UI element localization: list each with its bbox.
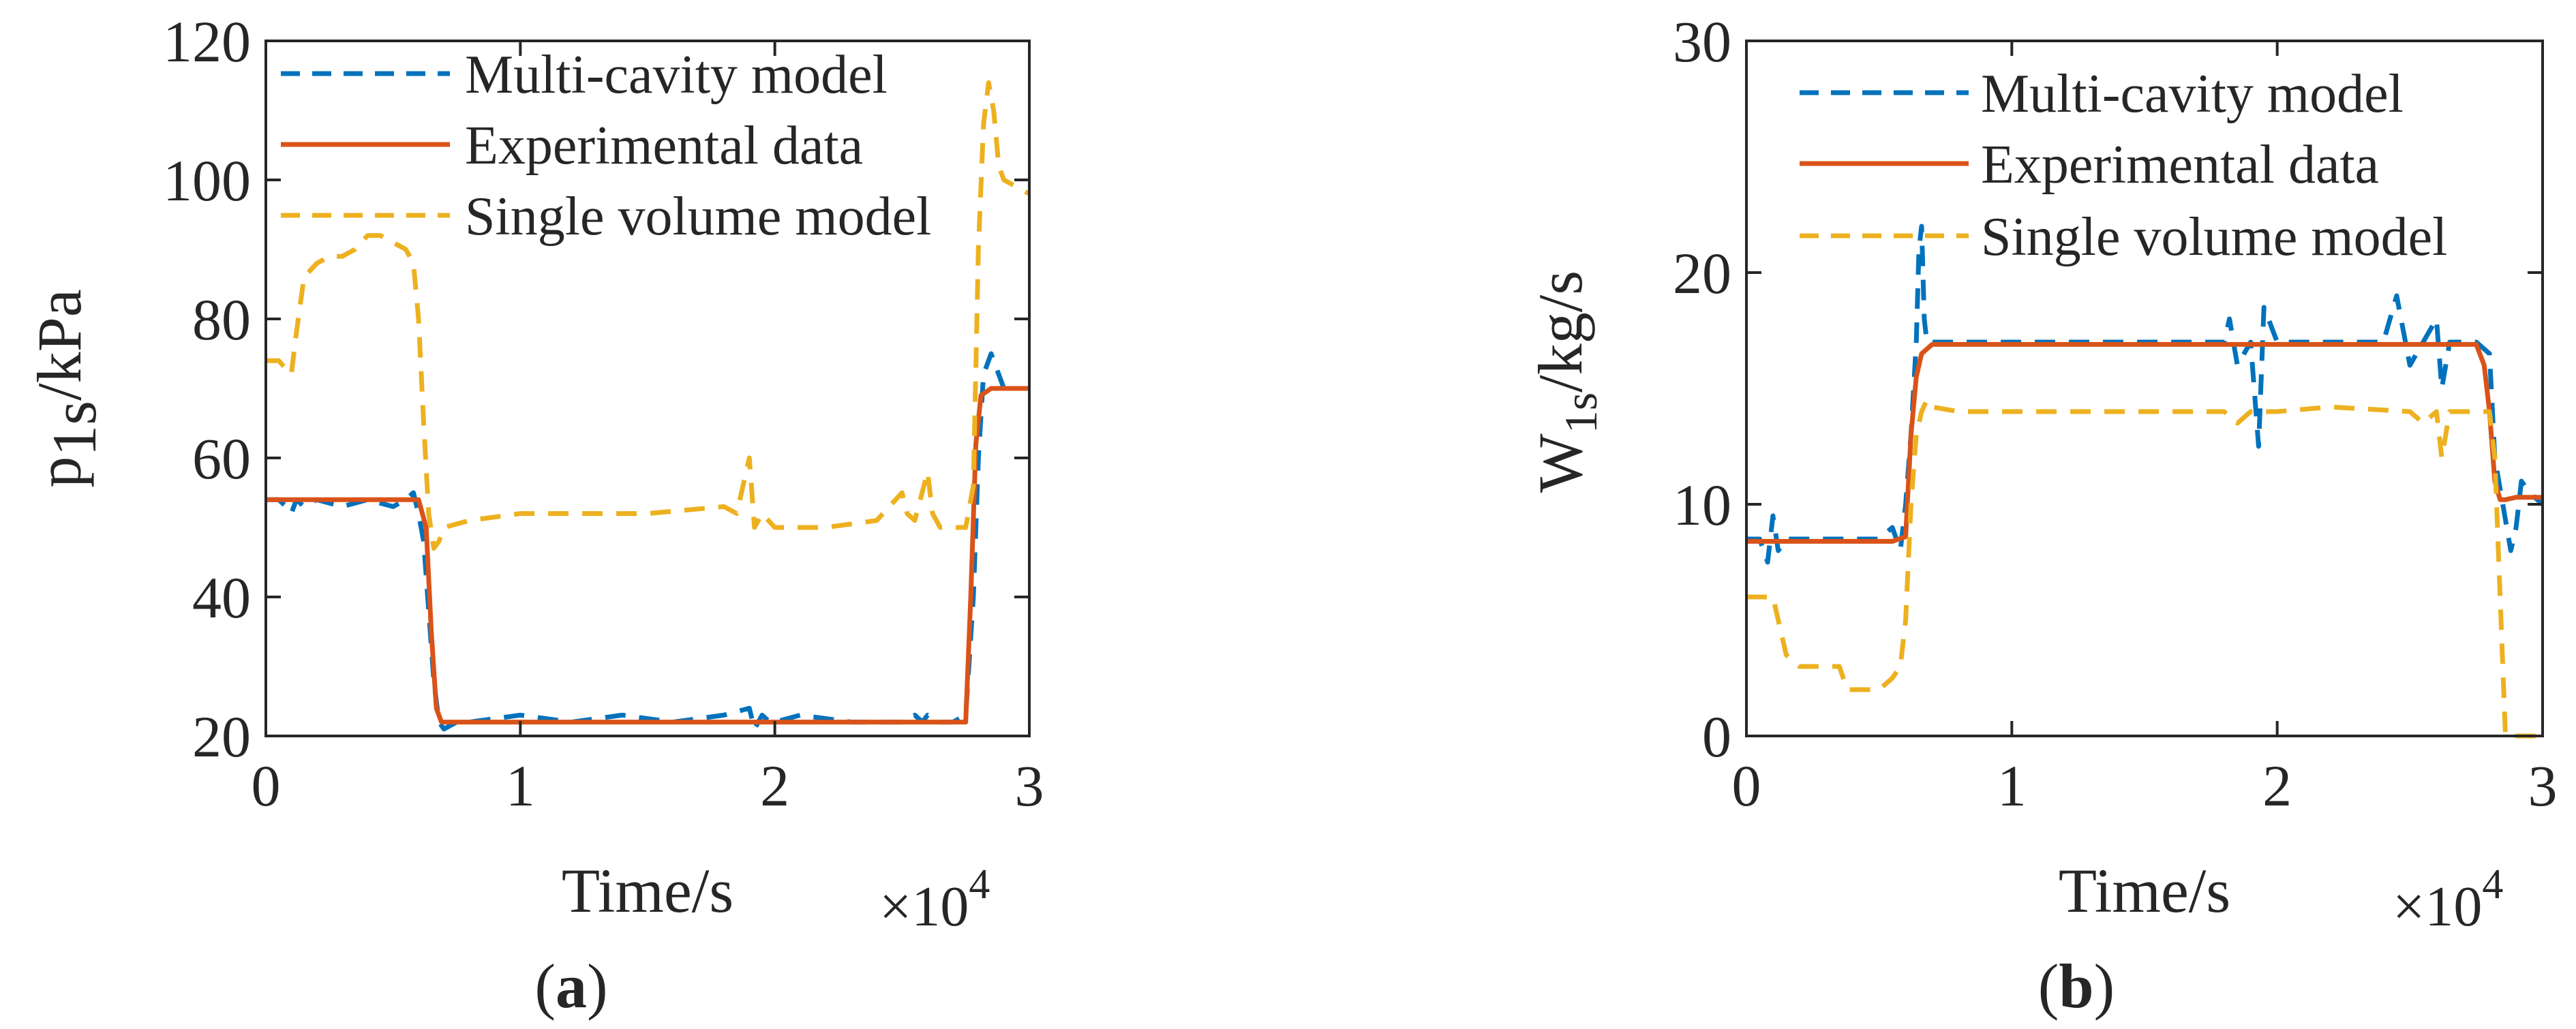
panel-b-legend-label-experimental: Experimental data — [1981, 135, 2379, 195]
panel-b-x-tick-label: 2 — [2262, 753, 2292, 818]
panel-a-y-tick-label: 100 — [163, 148, 251, 213]
panel-a-y-tick-label: 40 — [192, 565, 251, 630]
panel-b-legend-label-multi-cavity: Multi-cavity model — [1981, 64, 2404, 124]
panel-b-x-multiplier: ×104 — [2393, 861, 2503, 938]
panel-a-y-tick-label: 120 — [163, 9, 251, 74]
panel-b-axes-box — [1745, 40, 2544, 737]
panel-b-y-tick-label: 30 — [1673, 9, 1731, 74]
panel-b-x-tick-label: 0 — [1732, 753, 1761, 818]
panel-a-legend-label-experimental: Experimental data — [465, 116, 863, 176]
panel-b-legend-label-single-volume: Single volume model — [1981, 207, 2447, 267]
panel-b-x-tick-label: 3 — [2528, 753, 2558, 818]
panel-a-legend: Multi-cavity model Experimental data Sin… — [281, 45, 931, 247]
panel-a-x-multiplier: ×104 — [879, 861, 990, 938]
panel-a-axes-box — [264, 40, 1031, 737]
panel-a-x-tick-label: 0 — [252, 753, 281, 818]
panel-a-series-single-volume-model — [266, 80, 1031, 551]
panel-a-caption: (a) — [534, 951, 607, 1021]
panel-a-y-tick-label: 60 — [192, 426, 251, 491]
panel-a-legend-label-single-volume: Single volume model — [465, 187, 931, 247]
panel-b-x-tick-label: 1 — [1997, 753, 2027, 818]
panel-a-legend-label-multi-cavity: Multi-cavity model — [465, 45, 888, 105]
panel-a-series-multi-cavity-model — [266, 351, 1029, 732]
panel-a-y-tick-label: 20 — [192, 704, 251, 769]
panel-a-series-group — [266, 80, 1031, 732]
panel-b-x-axis-label: Time/s — [2059, 856, 2230, 925]
panel-b-y-axis-label: W1s/kg/s — [1526, 271, 1607, 493]
panel-b-y-tick-label: 20 — [1673, 241, 1731, 306]
panel-b-caption: (b) — [2038, 951, 2115, 1021]
panel-a: 0 1 2 3 20 40 60 80 100 120 p1s/kPa Time/s ×104 M… — [25, 9, 1044, 1021]
panel-a-y-tick-label: 80 — [192, 287, 251, 352]
panel-a-x-tick-label: 3 — [1015, 753, 1044, 818]
panel-a-series-experimental-data — [266, 386, 1029, 725]
panel-b-legend: Multi-cavity model Experimental data Sin… — [1800, 64, 2447, 267]
panel-b-y-tick-label: 0 — [1702, 704, 1731, 769]
panel-b-plot-area — [1746, 41, 2543, 736]
panel-a-ticks-group: 0 1 2 3 20 40 60 80 100 120 — [163, 9, 1044, 818]
panel-a-y-axis-label: p1s/kPa — [25, 289, 109, 487]
panel-a-x-tick-label: 1 — [506, 753, 535, 818]
panel-b-y-tick-label: 10 — [1673, 472, 1731, 538]
panel-a-x-axis-label: Time/s — [562, 856, 733, 925]
panel-b-series-group — [1746, 224, 2545, 739]
panel-a-plot-area — [266, 41, 1029, 736]
panel-a-x-tick-label: 2 — [760, 753, 789, 818]
